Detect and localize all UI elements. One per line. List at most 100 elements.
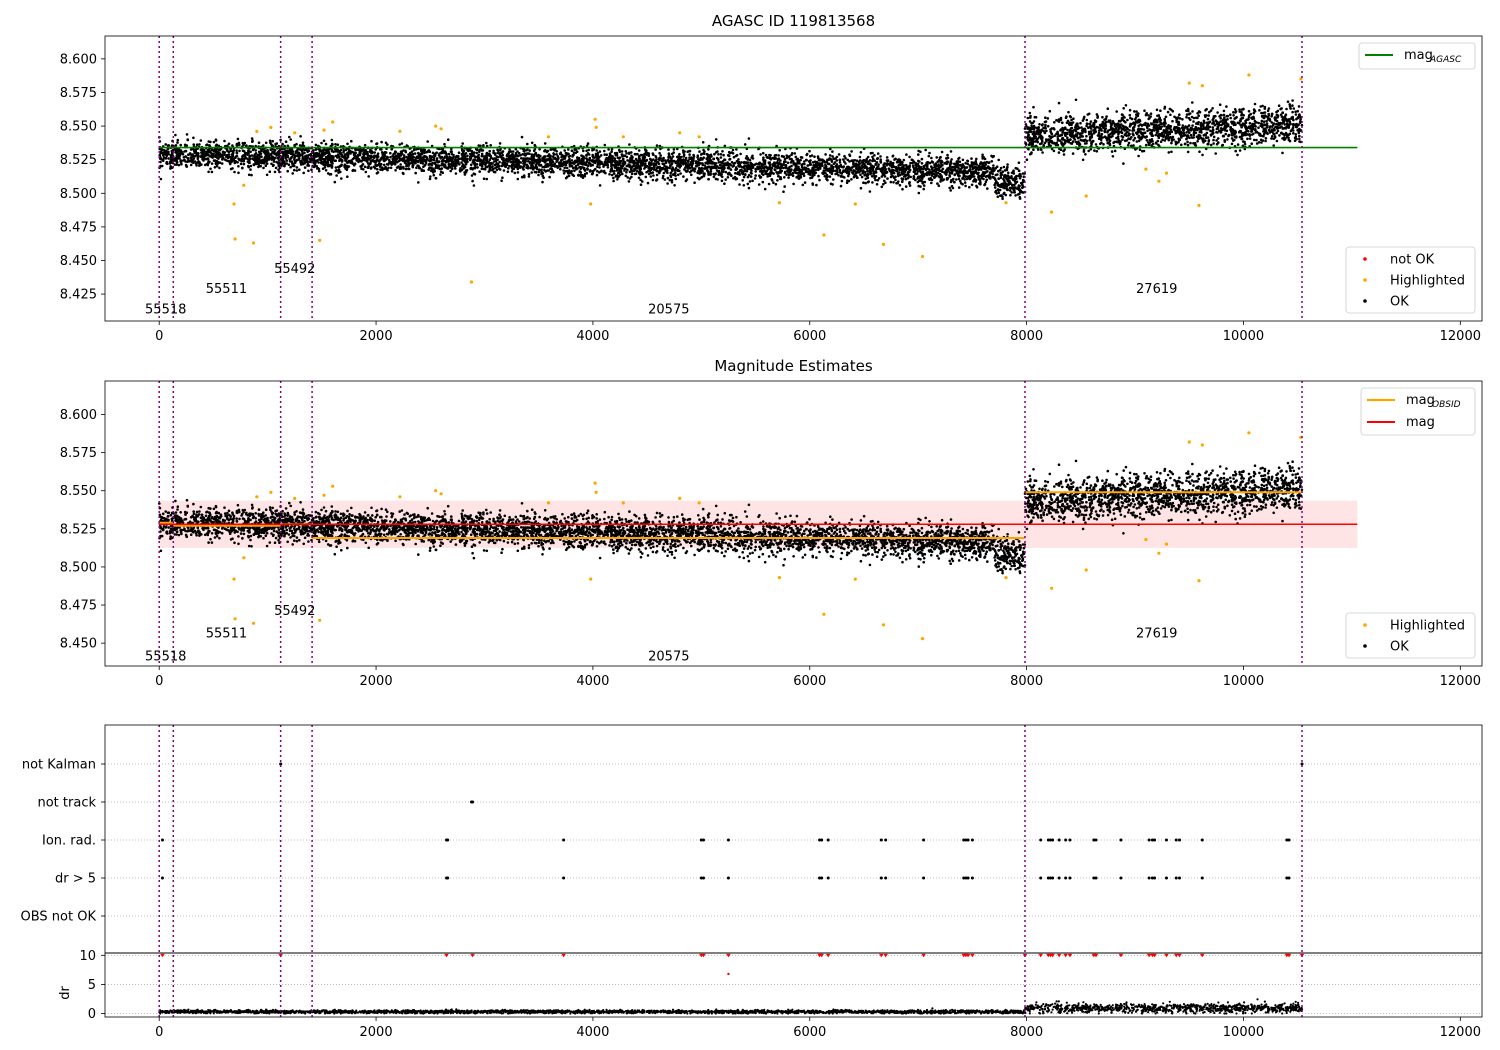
ok-point [181, 151, 184, 154]
ok-point [634, 152, 638, 156]
ok-point [510, 170, 514, 173]
ok-point [831, 150, 834, 153]
ok-point [924, 148, 927, 152]
ok-point [493, 153, 497, 156]
ok-point [766, 156, 770, 159]
ok-point [664, 161, 668, 165]
ok-point [988, 173, 991, 176]
ok-point [912, 175, 916, 178]
ok-point [285, 159, 289, 162]
ok-point [659, 154, 662, 157]
ok-point [527, 175, 531, 178]
ok-point [996, 183, 999, 187]
ok-point [368, 154, 372, 158]
ok-point [530, 171, 533, 174]
ok-point [864, 181, 867, 185]
ok-point [440, 155, 444, 159]
ok-point [647, 154, 651, 157]
ok-point [648, 165, 651, 168]
ok-point [470, 166, 473, 170]
ok-point [807, 172, 810, 176]
ok-point [563, 166, 566, 170]
ok-point [961, 182, 964, 186]
ok-point [210, 152, 213, 155]
ok-point [301, 155, 305, 159]
ok-point [374, 148, 378, 151]
ok-point [609, 158, 613, 161]
ok-point [407, 164, 410, 167]
ok-point [947, 167, 950, 170]
ok-point [765, 166, 769, 170]
ok-point [795, 176, 798, 179]
ok-point [577, 173, 580, 177]
ok-point [465, 159, 469, 163]
ok-point [299, 148, 302, 151]
ok-point [485, 141, 488, 145]
ok-point [881, 166, 884, 170]
ok-point [647, 172, 651, 176]
ok-point [512, 167, 516, 170]
ok-point [825, 177, 828, 181]
ok-point [877, 163, 880, 166]
ok-point [625, 155, 629, 159]
ok-point [867, 160, 870, 163]
ok-point [948, 186, 951, 190]
ok-point [663, 178, 667, 181]
ok-point [320, 155, 323, 159]
ok-point [906, 173, 910, 177]
ok-point [532, 153, 536, 157]
ok-point [667, 156, 670, 159]
ok-point [945, 157, 948, 160]
ok-point [310, 168, 313, 171]
ok-point [426, 140, 430, 143]
ok-point [827, 162, 831, 166]
ok-point [389, 151, 392, 155]
ok-point [734, 166, 738, 169]
ok-point [275, 160, 278, 164]
ok-point [624, 150, 628, 153]
ok-point [165, 161, 168, 165]
ok-point [890, 166, 894, 169]
ok-point [198, 143, 201, 146]
ok-point [523, 163, 526, 166]
ok-point [985, 170, 988, 174]
ok-point [822, 169, 826, 172]
ok-point [363, 165, 367, 169]
ok-point [559, 167, 562, 171]
ok-point [873, 174, 876, 178]
ok-point [785, 154, 788, 157]
ok-point [671, 155, 675, 158]
ok-point [813, 165, 817, 169]
ok-point [821, 159, 825, 163]
ok-point [717, 161, 721, 164]
ok-point [545, 163, 548, 166]
ok-point [728, 158, 731, 161]
ok-point [692, 167, 696, 170]
ok-point [757, 183, 761, 186]
ok-point [357, 158, 361, 161]
ok-point [362, 153, 365, 157]
ok-point [636, 161, 639, 165]
ok-point [867, 180, 870, 183]
ok-point [543, 168, 546, 172]
ok-point [684, 158, 687, 162]
ok-point [215, 153, 218, 156]
ok-point [442, 150, 445, 154]
ok-point [498, 167, 501, 170]
ok-point [673, 184, 676, 187]
ok-point [472, 162, 476, 165]
ok-point [663, 167, 667, 170]
ok-point [488, 154, 492, 157]
ok-point [410, 150, 414, 153]
ok-point [220, 162, 224, 165]
ok-point [1010, 175, 1013, 178]
ok-point [568, 160, 572, 163]
ok-point [783, 157, 787, 161]
ok-point [610, 173, 614, 177]
ok-point [838, 161, 842, 164]
ok-point [428, 177, 432, 181]
ok-point [440, 162, 444, 165]
ok-point [754, 170, 757, 173]
ok-point [491, 168, 494, 172]
ok-point [312, 158, 315, 161]
